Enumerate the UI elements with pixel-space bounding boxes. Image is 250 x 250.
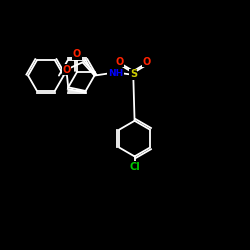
Text: O: O [143,57,151,67]
Text: S: S [130,69,137,79]
Text: NH: NH [108,68,123,78]
Text: Cl: Cl [129,162,140,172]
Text: O: O [62,64,70,74]
Text: O: O [116,57,124,67]
Text: O: O [73,49,81,59]
